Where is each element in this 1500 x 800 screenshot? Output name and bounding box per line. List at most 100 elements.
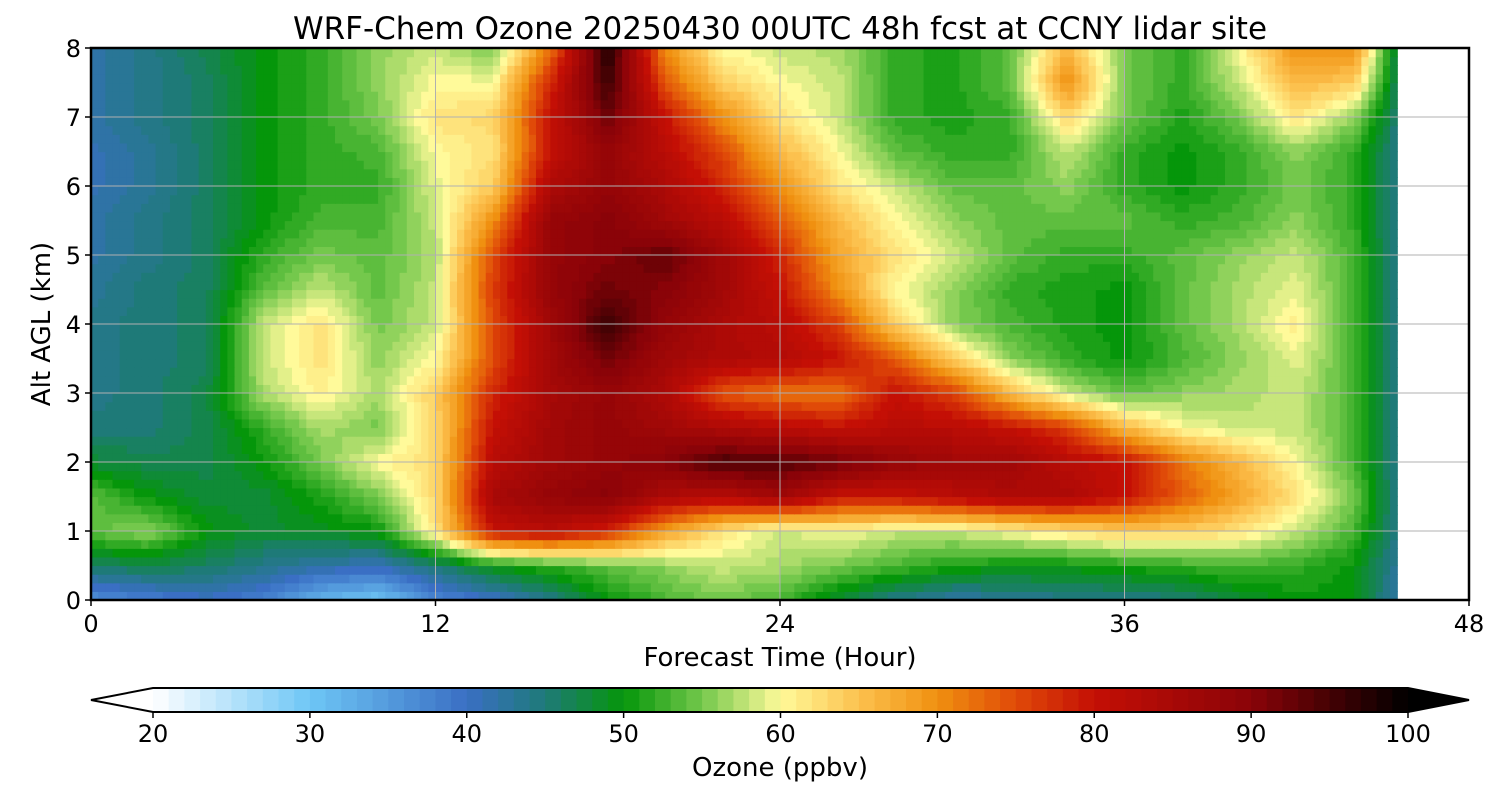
heatmap-cell bbox=[1210, 401, 1219, 411]
heatmap-cell bbox=[1052, 375, 1061, 385]
heatmap-cell bbox=[550, 393, 559, 403]
heatmap-cell bbox=[492, 522, 501, 532]
heatmap-cell bbox=[614, 505, 623, 515]
heatmap-cell bbox=[980, 496, 989, 506]
heatmap-cell bbox=[665, 462, 673, 472]
heatmap-cell bbox=[521, 539, 530, 549]
heatmap-cell bbox=[478, 539, 487, 549]
heatmap-cell bbox=[772, 393, 781, 403]
heatmap-cell bbox=[672, 574, 681, 584]
heatmap-cell bbox=[1024, 479, 1032, 489]
heatmap-cell bbox=[406, 496, 415, 506]
heatmap-cell bbox=[808, 367, 817, 377]
heatmap-cell bbox=[1354, 462, 1362, 472]
heatmap-cell bbox=[1045, 522, 1054, 532]
heatmap-cell bbox=[385, 505, 394, 515]
heatmap-cell bbox=[1002, 418, 1011, 429]
heatmap-cell bbox=[485, 358, 494, 368]
heatmap-cell bbox=[1318, 427, 1327, 437]
heatmap-cell bbox=[1210, 444, 1219, 454]
heatmap-cell bbox=[435, 479, 444, 489]
heatmap-cell bbox=[1024, 401, 1032, 411]
heatmap-cell bbox=[1160, 531, 1169, 541]
heatmap-cell bbox=[1189, 384, 1197, 394]
heatmap-cell bbox=[284, 479, 293, 489]
heatmap-cell bbox=[169, 470, 178, 480]
heatmap-cell bbox=[378, 539, 386, 549]
heatmap-cell bbox=[378, 591, 386, 600]
heatmap-cell bbox=[213, 513, 221, 523]
heatmap-cell bbox=[198, 539, 207, 549]
heatmap-cell bbox=[1045, 556, 1054, 567]
heatmap-cell bbox=[413, 574, 422, 584]
heatmap-cell bbox=[105, 582, 114, 592]
heatmap-cell bbox=[1268, 539, 1276, 549]
heatmap-cell bbox=[543, 358, 551, 368]
heatmap-cell bbox=[923, 367, 932, 377]
heatmap-cell bbox=[378, 375, 386, 385]
heatmap-cell bbox=[1052, 591, 1061, 600]
heatmap-cell bbox=[1059, 522, 1068, 532]
heatmap-cell bbox=[980, 444, 989, 454]
heatmap-cell bbox=[306, 505, 315, 515]
heatmap-cell bbox=[1325, 591, 1334, 600]
heatmap-cell bbox=[679, 444, 688, 454]
heatmap-cell bbox=[995, 548, 1004, 558]
heatmap-cell bbox=[1346, 462, 1355, 472]
heatmap-cell bbox=[184, 479, 193, 489]
heatmap-cell bbox=[363, 556, 372, 567]
heatmap-cell bbox=[234, 487, 243, 498]
heatmap-cell bbox=[672, 393, 681, 403]
heatmap-cell bbox=[1138, 531, 1147, 541]
heatmap-cell bbox=[514, 582, 523, 592]
heatmap-cell bbox=[1282, 565, 1291, 575]
heatmap-cell bbox=[299, 418, 307, 429]
heatmap-cell bbox=[234, 401, 243, 411]
heatmap-cell bbox=[306, 479, 315, 489]
heatmap-cell bbox=[643, 436, 652, 446]
heatmap-cell bbox=[1375, 565, 1384, 575]
heatmap-cell bbox=[1153, 582, 1161, 592]
heatmap-cell bbox=[1074, 591, 1083, 600]
heatmap-cell bbox=[902, 505, 910, 515]
heatmap-cell bbox=[543, 375, 551, 385]
heatmap-cell bbox=[858, 531, 867, 541]
heatmap-cell bbox=[657, 479, 666, 489]
heatmap-cell bbox=[1024, 539, 1032, 549]
heatmap-cell bbox=[1382, 548, 1391, 558]
heatmap-cell bbox=[887, 427, 896, 437]
heatmap-cell bbox=[1110, 470, 1118, 480]
heatmap-cell bbox=[1224, 565, 1233, 575]
heatmap-cell bbox=[1289, 539, 1298, 549]
heatmap-cell bbox=[708, 574, 717, 584]
heatmap-cell bbox=[543, 505, 551, 515]
heatmap-cell bbox=[887, 591, 896, 600]
heatmap-cell bbox=[464, 574, 472, 584]
heatmap-cell bbox=[177, 384, 185, 394]
heatmap-cell bbox=[744, 453, 752, 463]
heatmap-cell bbox=[902, 565, 910, 575]
heatmap-cell bbox=[177, 444, 185, 454]
heatmap-cell bbox=[701, 531, 709, 541]
heatmap-cell bbox=[1275, 496, 1283, 506]
heatmap-cell bbox=[729, 427, 738, 437]
heatmap-cell bbox=[571, 410, 580, 420]
heatmap-cell bbox=[923, 513, 932, 523]
heatmap-cell bbox=[134, 591, 142, 600]
heatmap-cell bbox=[148, 462, 157, 472]
heatmap-cell bbox=[385, 436, 394, 446]
heatmap-cell bbox=[701, 556, 709, 567]
heatmap-cell bbox=[1052, 496, 1061, 506]
heatmap-cell bbox=[564, 574, 573, 584]
heatmap-cell bbox=[607, 487, 616, 498]
heatmap-cell bbox=[284, 513, 293, 523]
heatmap-cell bbox=[191, 531, 200, 541]
heatmap-cell bbox=[937, 462, 946, 472]
heatmap-cell bbox=[866, 427, 874, 437]
heatmap-cell bbox=[650, 436, 659, 446]
heatmap-cell bbox=[349, 574, 358, 584]
heatmap-cell bbox=[535, 591, 544, 600]
heatmap-cell bbox=[306, 470, 315, 480]
heatmap-cell bbox=[457, 358, 465, 368]
heatmap-cell bbox=[1232, 427, 1240, 437]
